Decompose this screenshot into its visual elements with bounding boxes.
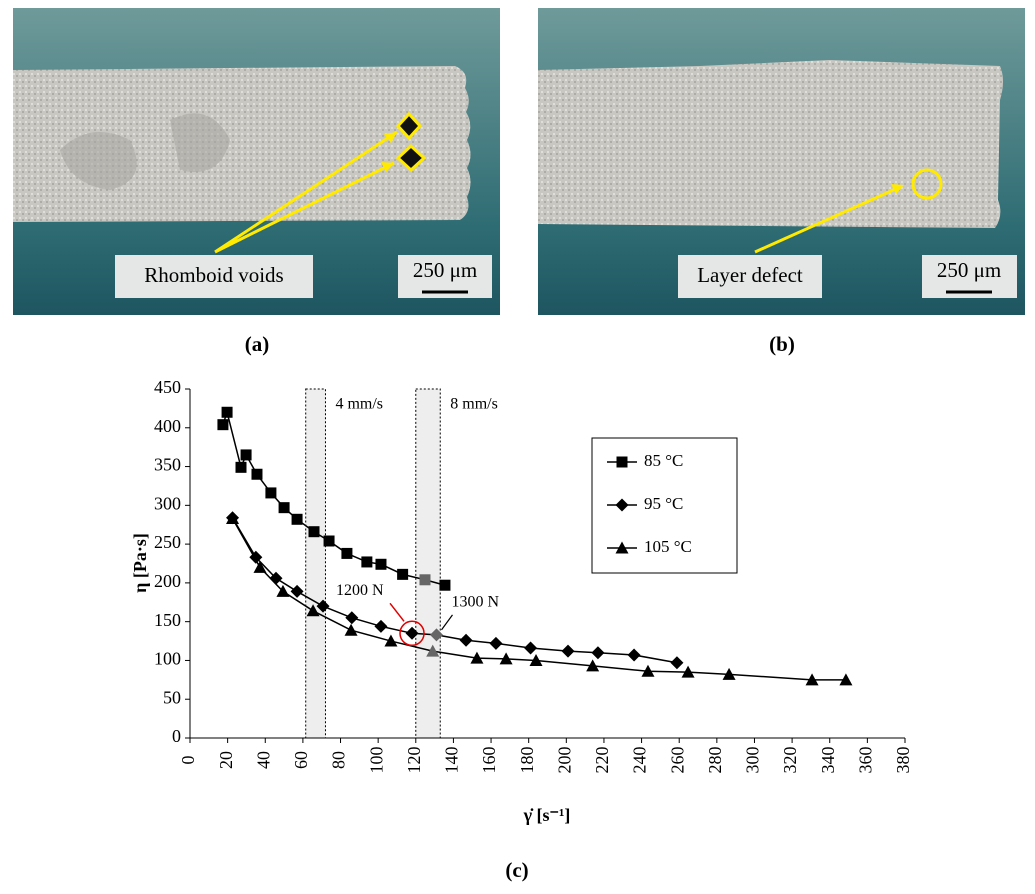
figure: Rhomboid voids 250 μm (a) Layer defect 2… [0,0,1035,889]
specimen [538,60,1003,228]
marker [439,580,450,591]
y-tick-label: 350 [154,455,181,475]
marker [420,574,431,585]
marker [562,645,575,658]
marker [265,487,276,498]
y-tick-label: 300 [154,493,181,513]
panel-caption: (b) [769,332,795,356]
x-tick-label: 80 [329,751,349,769]
scale-label: 250 μm [413,258,477,282]
marker [324,536,335,547]
marker [292,514,303,525]
chart-caption: (c) [505,858,528,882]
y-tick-label: 400 [154,416,181,436]
marker [241,449,252,460]
marker [361,556,372,567]
x-tick-label: 200 [554,747,574,774]
marker [524,642,537,655]
marker [374,620,387,633]
x-tick-label: 160 [479,747,499,774]
marker [345,624,358,636]
marker [291,585,304,598]
scale-label: 250 μm [937,258,1001,282]
marker [279,502,290,513]
x-tick-label: 260 [667,747,687,774]
marker [460,634,473,647]
x-tick-label: 0 [178,756,198,765]
x-tick-label: 140 [442,747,462,774]
legend-label: 95 °C [644,494,683,513]
x-tick-label: 360 [855,747,875,774]
marker [222,407,233,418]
x-axis-label: γ̇ [s⁻¹] [523,805,571,825]
x-tick-label: 380 [893,747,913,774]
x-tick-label: 220 [592,747,612,774]
annotation-arrow [390,603,404,621]
x-tick-label: 300 [743,747,763,774]
x-tick-label: 340 [818,747,838,774]
x-tick-label: 60 [291,751,311,769]
marker [345,611,358,624]
y-tick-label: 150 [154,610,181,630]
x-tick-label: 20 [216,751,236,769]
panel-label: Layer defect [697,263,803,287]
band-label: 8 mm/s [450,396,498,413]
marker [489,637,502,650]
marker [591,646,604,659]
micrograph-b: Layer defect 250 μm [538,8,1025,315]
y-tick-label: 250 [154,532,181,552]
y-tick-label: 0 [172,726,181,746]
y-tick-label: 100 [154,649,181,669]
annotation-arrow [441,615,452,630]
x-tick-label: 40 [253,751,273,769]
x-tick-label: 240 [630,747,650,774]
marker [375,559,386,570]
annotation-label: 1200 N [336,582,384,599]
marker [628,649,641,662]
marker [217,419,228,430]
x-tick-label: 180 [517,747,537,774]
speed-band [306,389,326,738]
x-tick-label: 100 [366,747,386,774]
band-label: 4 mm/s [335,396,383,413]
panel-label: Rhomboid voids [144,263,283,287]
x-tick-label: 320 [780,747,800,774]
x-tick-label: 120 [404,747,424,774]
x-tick-label: 280 [705,747,725,774]
panel-caption: (a) [245,332,270,356]
legend-label: 105 °C [644,537,692,556]
speed-band [416,389,440,738]
marker [308,526,319,537]
y-tick-label: 450 [154,377,181,397]
marker [251,469,262,480]
annotation-label: 1300 N [451,594,499,611]
legend-label: 85 °C [644,451,683,470]
marker [670,656,683,669]
y-tick-label: 200 [154,571,181,591]
y-tick-label: 50 [163,687,181,707]
marker [617,457,628,468]
micrograph-a: Rhomboid voids 250 μm [13,8,500,315]
page: Rhomboid voids 250 μm (a) Layer defect 2… [0,0,1035,894]
y-axis-label: η [Pa·s] [130,533,150,593]
marker [397,569,408,580]
marker [341,548,352,559]
marker [235,462,246,473]
